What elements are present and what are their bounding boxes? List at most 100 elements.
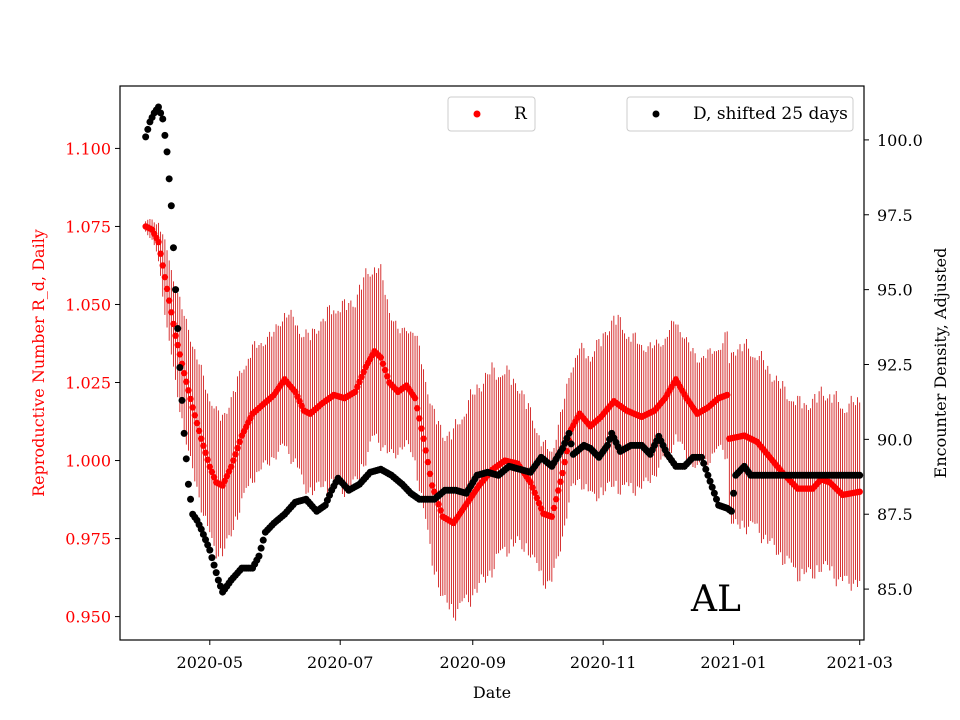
r-point (531, 489, 538, 496)
r-point (435, 501, 442, 508)
right-y-tick-label: 92.5 (877, 355, 913, 374)
left-y-axis-label: Reproductive Number R_d, Daily (29, 229, 48, 497)
d-point (199, 530, 207, 538)
x-tick-label: 2021-03 (826, 653, 892, 672)
r-point (210, 473, 218, 481)
d-point (567, 440, 575, 448)
legend-r: R (447, 96, 536, 132)
r-point (555, 487, 562, 494)
d-point (178, 396, 186, 404)
d-point (144, 125, 152, 133)
d-point (202, 536, 210, 544)
d-point (172, 286, 180, 294)
r-point (163, 285, 171, 293)
r-point (535, 499, 543, 507)
r-point (431, 488, 438, 495)
d-point (157, 109, 165, 117)
r-point (180, 369, 188, 377)
right-y-axis: 85.0 87.5 90.0 92.5 95.0 97.5 100.0 (864, 131, 923, 599)
x-tick-label: 2020-09 (440, 653, 506, 672)
d-point (182, 455, 190, 463)
r-point (195, 427, 203, 435)
x-tick-label: 2021-01 (700, 653, 766, 672)
d-point (259, 536, 267, 544)
r-point (533, 494, 541, 502)
r-point (230, 457, 237, 464)
r-point (204, 456, 211, 463)
d-point (174, 325, 182, 333)
r-point (422, 447, 429, 454)
legend-r-box (447, 96, 536, 132)
d-point (142, 133, 150, 141)
r-point (232, 451, 239, 458)
r-point (351, 388, 359, 396)
r-point (537, 505, 545, 512)
r-point (234, 444, 241, 452)
d-point (210, 561, 218, 569)
d-point (180, 429, 188, 437)
r-point (561, 458, 568, 466)
r-point (411, 394, 419, 402)
d-point (856, 471, 864, 479)
x-axis: 2020-05 2020-07 2020-09 2020-11 2021-01 2021-… (177, 640, 893, 672)
r-point (174, 341, 181, 349)
d-point (184, 480, 192, 488)
d-point (187, 495, 195, 503)
r-point (416, 415, 423, 422)
r-point (550, 504, 558, 512)
d-point (700, 459, 708, 467)
d-point (708, 483, 716, 491)
d-point (698, 453, 706, 461)
right-y-tick-label: 85.0 (877, 580, 913, 599)
r-point (157, 250, 164, 257)
d-point (208, 554, 216, 562)
d-point (169, 244, 177, 252)
r-point (198, 435, 205, 442)
right-y-tick-label: 95.0 (877, 281, 913, 300)
r-point (165, 297, 173, 304)
r-point (557, 478, 564, 485)
r-point (548, 513, 556, 520)
d-point (197, 525, 205, 533)
r-point (155, 238, 162, 246)
r-point (356, 378, 363, 386)
d-point (712, 495, 720, 503)
r-point (208, 468, 216, 476)
d-point (204, 541, 212, 549)
x-tick-label: 2020-05 (177, 653, 243, 672)
r-point (856, 488, 863, 495)
r-point (183, 378, 190, 385)
d-point (212, 569, 220, 577)
r-point (161, 273, 169, 281)
d-point (176, 363, 184, 371)
r-point (377, 354, 385, 361)
r-point (381, 366, 389, 374)
r-point (187, 395, 194, 403)
r-point (723, 391, 731, 399)
r-series-points (142, 223, 863, 527)
r-point (529, 484, 536, 491)
plot-frame (119, 85, 865, 641)
d-point (159, 115, 167, 123)
r-point (527, 479, 534, 486)
d-point (706, 477, 714, 485)
legend-r-label: R (514, 104, 528, 124)
left-y-tick-label: 0.950 (65, 608, 111, 627)
r-point (200, 442, 207, 449)
d-point (214, 576, 222, 584)
d-point (603, 441, 611, 449)
d-point (206, 546, 214, 554)
left-y-axis: 0.950 0.975 1.000 1.025 1.050 1.075 1.100 (65, 139, 120, 627)
legend-d-label: D, shifted 25 days (693, 104, 848, 124)
right-y-tick-label: 100.0 (877, 131, 923, 150)
d-point (255, 552, 263, 560)
d-point (257, 544, 265, 552)
legend-d-box (626, 96, 854, 132)
r-point (193, 419, 201, 427)
d-point (161, 131, 169, 139)
r-point (189, 404, 196, 411)
r-point (170, 320, 177, 328)
left-y-tick-label: 1.100 (65, 139, 111, 158)
x-tick-label: 2020-11 (570, 653, 636, 672)
